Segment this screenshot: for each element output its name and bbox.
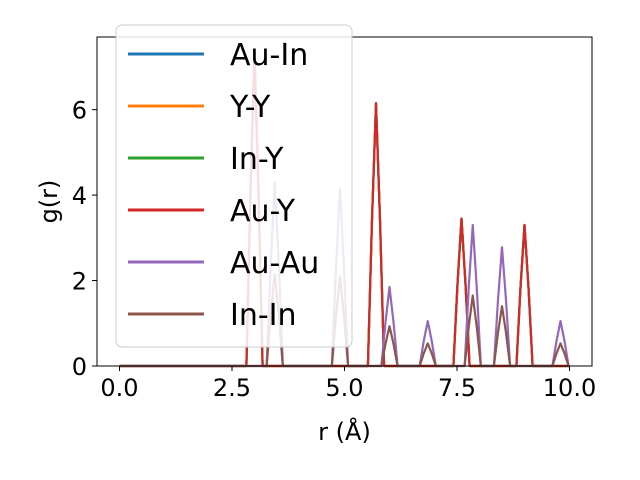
legend-label: In-Y: [230, 142, 284, 177]
y-tick-label: 4: [72, 182, 87, 210]
legend-label: Au-In: [230, 38, 308, 73]
y-tick-label: 0: [72, 353, 87, 381]
y-axis: 0 2 4 6: [72, 97, 97, 381]
legend: Au-In Y-Y In-Y Au-Y Au-Au In-In: [115, 24, 353, 348]
y-axis-label: g(r): [35, 180, 63, 224]
legend-label: Au-Au: [230, 246, 319, 281]
y-tick-label: 2: [72, 268, 87, 296]
y-tick-label: 6: [72, 97, 87, 125]
x-axis-label: r (Å): [318, 417, 371, 446]
x-tick-label: 7.5: [438, 374, 476, 402]
x-tick-label: 5.0: [325, 374, 363, 402]
x-tick-label: 10.0: [543, 374, 596, 402]
legend-label: Au-Y: [230, 194, 296, 229]
x-tick-label: 2.5: [213, 374, 251, 402]
x-axis: 0.0 2.5 5.0 7.5 10.0: [100, 366, 596, 402]
x-tick-label: 0.0: [100, 374, 138, 402]
legend-label: Y-Y: [229, 90, 271, 125]
legend-label: In-In: [230, 298, 297, 333]
